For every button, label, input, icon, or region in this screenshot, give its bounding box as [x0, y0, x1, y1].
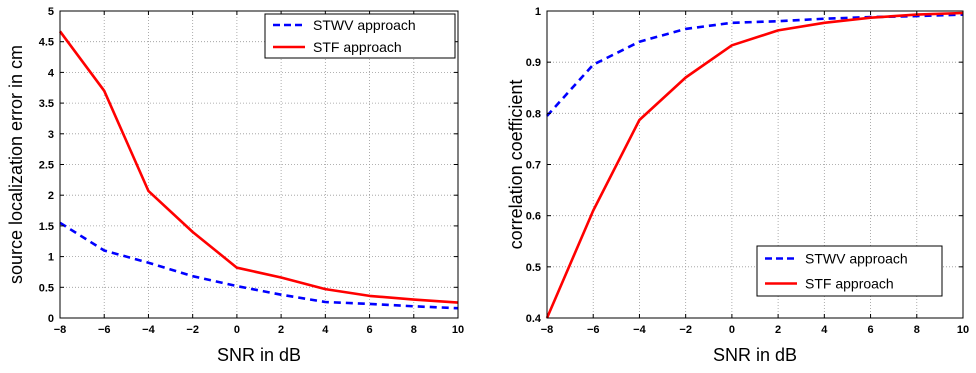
x-tick-label: 6: [366, 324, 372, 336]
chart-localization-error: −8 −6 −4 −2 0 2 4 6 8 10 0 0.5 1 1.5 2 2.5 3 3.5 4 4.5 5 SNR …: [6, 6, 464, 365]
x-tick-label: −4: [142, 324, 155, 336]
x-tick-label: 0: [729, 324, 735, 336]
y-tick-label: 0.5: [39, 282, 54, 294]
x-tick-label: −8: [541, 324, 554, 336]
x-tick-label: 6: [867, 324, 873, 336]
series-line-0: [59, 221, 459, 310]
x-tick-label: −4: [633, 324, 646, 336]
x-tick-label: 2: [775, 324, 781, 336]
y-tick-label: 0: [48, 313, 54, 325]
legend: STWV approach STF approach: [264, 13, 456, 59]
y-tick-label: 4.5: [39, 37, 54, 49]
y-axis-label: source localization error in cm: [6, 45, 26, 284]
x-tick-label: 4: [322, 324, 329, 336]
x-tick-label: 8: [914, 324, 920, 336]
legend-label-0: STWV approach: [313, 17, 416, 33]
x-tick-label: −8: [54, 324, 67, 336]
legend-label-0: STWV approach: [805, 251, 908, 267]
x-tick-label: 10: [957, 324, 969, 336]
y-tick-label: 0.5: [526, 262, 541, 274]
y-axis-label: correlation coefficient: [506, 80, 526, 250]
x-tick-label: 0: [234, 324, 240, 336]
legend-box: [264, 13, 456, 59]
y-tick-label: 0.7: [526, 160, 541, 172]
x-tick-label: −6: [98, 324, 111, 336]
y-tick-label: 1.5: [39, 221, 54, 233]
y-tick-label: 0.4: [526, 313, 542, 325]
x-axis-label: SNR in dB: [217, 345, 301, 365]
series-line-1: [545, 11, 964, 319]
y-tick-label: 4: [48, 67, 55, 79]
series-line-1: [58, 30, 459, 304]
legend: STWV approach STF approach: [756, 245, 943, 297]
x-tick-label: −2: [186, 324, 199, 336]
legend-label-1: STF approach: [313, 39, 402, 55]
y-tick-label: 0.8: [526, 108, 541, 120]
chart-correlation-coefficient: −8 −6 −4 −2 0 2 4 6 8 10 0.4 0.5 0.6 0.7 0.8 0.9 1 SNR in…: [506, 6, 969, 365]
x-tick-label: 4: [821, 324, 828, 336]
x-tick-label: 8: [411, 324, 417, 336]
y-tick-label: 5: [48, 6, 54, 18]
x-tick-label: −2: [679, 324, 692, 336]
y-tick-label: 0.6: [526, 211, 541, 223]
x-tick-label: 10: [452, 324, 464, 336]
y-tick-label: 2: [48, 190, 54, 202]
x-axis-label: SNR in dB: [713, 345, 797, 365]
y-tick-label: 1: [535, 6, 541, 18]
legend-box: [756, 245, 943, 297]
legend-label-1: STF approach: [805, 276, 894, 292]
y-tick-label: 3: [48, 129, 54, 141]
x-tick-label: 2: [278, 324, 284, 336]
y-tick-label: 0.9: [526, 57, 541, 69]
y-tick-label: 1: [48, 252, 54, 264]
y-tick-label: 3.5: [39, 98, 54, 110]
x-tick-label: −6: [587, 324, 600, 336]
y-tick-label: 2.5: [39, 160, 54, 172]
